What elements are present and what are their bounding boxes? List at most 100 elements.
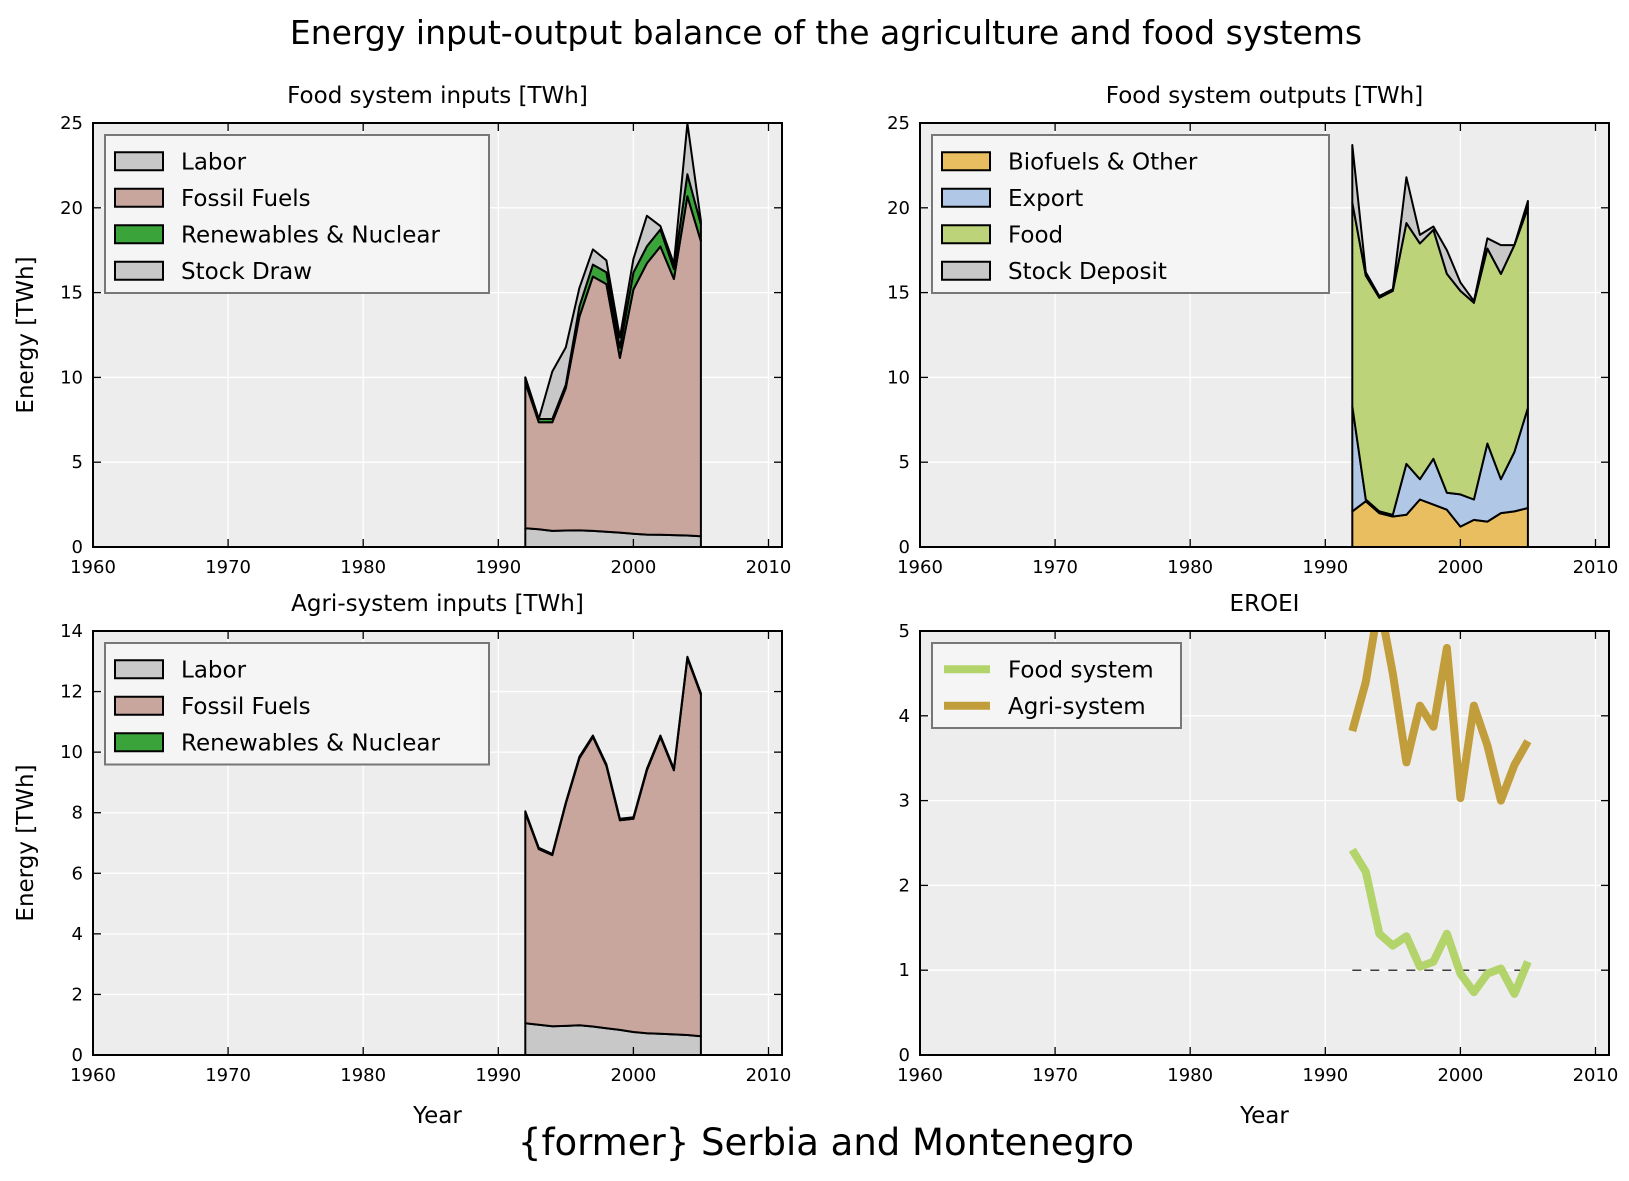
x-tick-label: 1960 <box>70 557 116 578</box>
legend-label: Food system <box>1008 657 1154 683</box>
x-tick-label: 1990 <box>475 557 521 578</box>
legend-box <box>104 642 490 766</box>
x-tick-label: 1980 <box>340 1065 386 1086</box>
legend-label: Renewables & Nuclear <box>181 222 440 248</box>
legend-box <box>931 134 1330 294</box>
x-tick-label: 2000 <box>1437 557 1483 578</box>
legend-box <box>931 642 1182 729</box>
axes-frame <box>919 122 1610 548</box>
area-stock-deposit <box>1351 144 1529 304</box>
eroei-panel: 1960 1970 1980 1990 2000 2010 0 1 2 3 4 5 EROEI Year F… <box>897 591 1618 1129</box>
y-tick-label: 15 <box>60 283 83 304</box>
legend-label: Stock Deposit <box>1008 259 1167 285</box>
legend-swatch <box>941 224 991 245</box>
legend-label: Stock Draw <box>181 259 312 285</box>
x-tick-label: 1970 <box>1032 1065 1078 1086</box>
y-tick-label: 10 <box>60 367 83 388</box>
y-tick-label: 0 <box>72 1045 83 1066</box>
x-axis-label: Year <box>1239 1103 1289 1129</box>
y-tick-label: 14 <box>60 621 83 642</box>
x-tick-label: 1960 <box>897 557 943 578</box>
y-axis-label: Energy [TWh] <box>13 256 39 413</box>
y-tick-label: 5 <box>72 452 83 473</box>
y-tick-label: 20 <box>60 198 83 219</box>
axes-frame <box>92 122 783 548</box>
legend-label: Food <box>1008 222 1063 248</box>
y-tick-label: 25 <box>60 113 83 134</box>
y-tick-label: 12 <box>60 682 83 703</box>
y-tick-label: 0 <box>72 537 83 558</box>
x-tick-label: 2010 <box>1573 557 1619 578</box>
axes-frame <box>919 630 1610 1056</box>
x-tick-label: 2000 <box>1437 1065 1483 1086</box>
x-tick-label: 2000 <box>610 557 656 578</box>
agri-inputs-panel: 1960 1970 1980 1990 2000 2010 0 2 4 6 8 10 12 14 Agri-… <box>13 591 791 1129</box>
y-tick-label: 25 <box>887 113 910 134</box>
x-tick-label: 2000 <box>610 1065 656 1086</box>
y-tick-label: 0 <box>899 1045 910 1066</box>
food-outputs-panel: 1960 1970 1980 1990 2000 2010 0 5 10 15 20 25 Food s… <box>887 83 1618 578</box>
x-tick-label: 1960 <box>70 1065 116 1086</box>
x-tick-label: 1970 <box>205 557 251 578</box>
figure-title: Energy input-output balance of the agric… <box>290 13 1362 52</box>
x-tick-label: 1990 <box>1302 1065 1348 1086</box>
area-stock-draw <box>524 122 702 420</box>
y-tick-label: 8 <box>72 803 83 824</box>
y-tick-label: 4 <box>899 706 910 727</box>
legend: Labor Fossil Fuels Renewables & Nuclear <box>104 642 490 766</box>
legend-swatch <box>114 659 164 680</box>
legend-swatch <box>941 187 991 208</box>
y-tick-label: 6 <box>72 863 83 884</box>
panel-title: EROEI <box>1230 591 1300 617</box>
x-tick-label: 1980 <box>340 557 386 578</box>
legend-swatch <box>941 260 991 281</box>
food-inputs-panel: 1960 1970 1980 1990 2000 2010 0 5 10 15 20 25 Food s… <box>13 83 791 578</box>
legend-label: Labor <box>181 657 247 683</box>
panel-title: Food system inputs [TWh] <box>287 83 588 109</box>
y-tick-label: 5 <box>899 452 910 473</box>
legend-swatch <box>114 224 164 245</box>
y-tick-label: 20 <box>887 198 910 219</box>
x-tick-label: 1970 <box>1032 557 1078 578</box>
y-tick-label: 15 <box>887 283 910 304</box>
x-tick-label: 2010 <box>746 557 792 578</box>
x-tick-label: 1990 <box>475 1065 521 1086</box>
legend-swatch <box>114 187 164 208</box>
legend-label: Agri-system <box>1008 694 1146 720</box>
y-tick-label: 0 <box>899 537 910 558</box>
y-tick-label: 2 <box>72 984 83 1005</box>
y-axis-label: Energy [TWh] <box>13 764 39 921</box>
legend: Labor Fossil Fuels Renewables & Nuclear Sto… <box>104 134 490 294</box>
legend-swatch <box>114 151 164 172</box>
y-tick-label: 10 <box>60 742 83 763</box>
panel-title: Agri-system inputs [TWh] <box>291 591 584 617</box>
y-tick-label: 1 <box>899 960 910 981</box>
legend-swatch <box>114 695 164 716</box>
axes-frame <box>92 630 783 1056</box>
x-tick-label: 1960 <box>897 1065 943 1086</box>
x-tick-label: 2010 <box>746 1065 792 1086</box>
x-tick-label: 1970 <box>205 1065 251 1086</box>
y-tick-label: 5 <box>899 621 910 642</box>
country-label: {former} Serbia and Montenegro <box>518 1121 1134 1164</box>
panel-title: Food system outputs [TWh] <box>1106 83 1423 109</box>
legend-box <box>104 134 490 294</box>
legend-swatch <box>941 151 991 172</box>
legend-label: Export <box>1008 186 1083 212</box>
y-tick-label: 3 <box>899 791 910 812</box>
x-tick-label: 1980 <box>1167 557 1213 578</box>
y-tick-label: 2 <box>899 875 910 896</box>
line-agri-system <box>1348 631 1532 805</box>
y-tick-label: 10 <box>887 367 910 388</box>
legend-label: Renewables & Nuclear <box>181 730 440 756</box>
legend-swatch <box>114 260 164 281</box>
legend-label: Fossil Fuels <box>181 694 311 720</box>
y-tick-label: 4 <box>72 924 83 945</box>
line-food-system <box>1348 847 1532 998</box>
legend: Food system Agri-system <box>931 642 1182 729</box>
area-renewables-nuclear <box>524 655 702 857</box>
legend-label: Biofuels & Other <box>1008 149 1198 175</box>
legend-label: Fossil Fuels <box>181 186 311 212</box>
x-axis-label: Year <box>412 1103 462 1129</box>
